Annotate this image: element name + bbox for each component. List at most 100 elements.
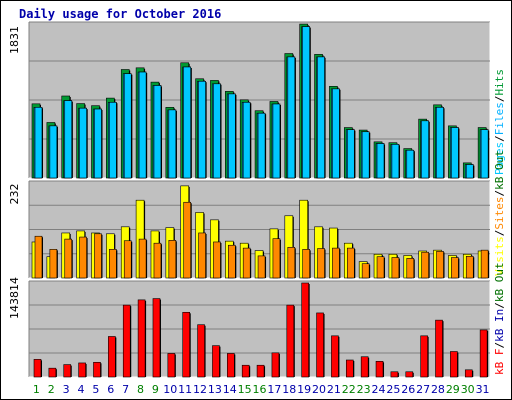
pages-bar bbox=[228, 93, 236, 179]
x-tick-label: 31 bbox=[476, 383, 490, 396]
x-tick-label: 25 bbox=[386, 383, 400, 396]
sites-bar bbox=[109, 249, 117, 279]
kbf-bar bbox=[331, 335, 339, 378]
pages-bar bbox=[480, 129, 489, 179]
sites-bar bbox=[346, 247, 355, 279]
kbf-bar bbox=[301, 282, 309, 378]
x-tick-label: 24 bbox=[371, 383, 385, 396]
legend-entry: kB In bbox=[493, 309, 506, 342]
legend-entry: / bbox=[493, 190, 506, 197]
x-tick-label: 2 bbox=[48, 383, 55, 396]
pages-bar bbox=[109, 102, 117, 179]
kbf-bar bbox=[435, 319, 443, 378]
pages-bar bbox=[138, 71, 147, 179]
sites-bar bbox=[287, 246, 296, 279]
legend-entry: Sites bbox=[493, 197, 506, 230]
legend-entry: / bbox=[493, 230, 506, 237]
pages-bar bbox=[391, 144, 400, 179]
kbf-bar bbox=[212, 345, 220, 378]
pages-bar bbox=[317, 56, 325, 179]
pages-bar bbox=[376, 143, 385, 179]
kbf-bar bbox=[450, 351, 458, 378]
x-tick-label: 16 bbox=[253, 383, 267, 396]
legend-entry: kB Out bbox=[493, 262, 506, 302]
x-tick-label: 28 bbox=[431, 383, 445, 396]
pages-bar bbox=[64, 100, 73, 179]
kbf-bar bbox=[197, 324, 205, 378]
sites-bar bbox=[64, 238, 73, 279]
sites-bar bbox=[257, 255, 266, 279]
x-tick-label: 10 bbox=[163, 383, 177, 396]
x-tick-label: 7 bbox=[122, 383, 129, 396]
sites-bar bbox=[391, 257, 400, 279]
kbf-bar bbox=[48, 367, 57, 378]
kbf-bar bbox=[464, 369, 473, 378]
legend-entry: / bbox=[493, 302, 506, 309]
kbf-bar bbox=[33, 359, 42, 378]
kbf-bar bbox=[63, 364, 72, 378]
pages-bar bbox=[465, 164, 474, 179]
pages-bar bbox=[332, 88, 340, 179]
pages-bar bbox=[49, 125, 58, 179]
x-tick-label: 13 bbox=[208, 383, 222, 396]
legend-entry: Pages bbox=[493, 142, 506, 175]
kbf-bar bbox=[345, 359, 354, 378]
sites-bar bbox=[153, 242, 162, 279]
pages-bar bbox=[257, 112, 266, 179]
chart-title: Daily usage for October 2016 bbox=[19, 7, 222, 21]
sites-bar bbox=[302, 249, 310, 279]
legend-entry: / bbox=[493, 135, 506, 142]
sites-bar bbox=[317, 248, 325, 279]
pages-bar bbox=[287, 56, 296, 179]
x-tick-label: 18 bbox=[282, 383, 296, 396]
x-tick-label: 1 bbox=[33, 383, 40, 396]
legend-entry: Visits bbox=[493, 236, 506, 276]
sites-bar bbox=[198, 232, 206, 279]
kbf-bar bbox=[93, 361, 101, 378]
pages-bar bbox=[198, 80, 206, 179]
pages-bar bbox=[272, 103, 281, 179]
sites-bar bbox=[421, 251, 429, 279]
x-tick-label: 12 bbox=[193, 383, 207, 396]
legend-label: Pages/Files/Hits bbox=[493, 69, 506, 175]
legend-entry: / bbox=[493, 342, 506, 349]
kbf-bar bbox=[122, 304, 131, 378]
x-tick-label: 27 bbox=[416, 383, 430, 396]
pages-bar bbox=[346, 129, 355, 179]
kbf-bar bbox=[78, 362, 86, 378]
x-tick-label: 15 bbox=[238, 383, 252, 396]
pages-bar bbox=[421, 120, 429, 179]
x-tick-label: 6 bbox=[107, 383, 114, 396]
pages-bar bbox=[242, 102, 251, 179]
kbf-bar bbox=[390, 371, 399, 378]
legend-entry: kB Out bbox=[493, 150, 506, 190]
sites-bar bbox=[436, 251, 444, 279]
pages-bar bbox=[213, 83, 221, 179]
x-tick-label: 17 bbox=[267, 383, 281, 396]
kbf-bar bbox=[256, 364, 265, 378]
kbf-bar bbox=[108, 336, 116, 378]
sites-bar bbox=[332, 247, 340, 279]
kbf-bar bbox=[167, 353, 176, 378]
pages-bar bbox=[168, 109, 177, 179]
pages-bar bbox=[183, 66, 192, 179]
pages-bar bbox=[361, 131, 370, 179]
y-max-label: 143814 bbox=[8, 277, 21, 319]
pages-bar bbox=[436, 107, 444, 179]
sites-bar bbox=[242, 247, 251, 279]
x-tick-label: 23 bbox=[357, 383, 371, 396]
x-tick-label: 22 bbox=[342, 383, 356, 396]
kbf-bar bbox=[375, 361, 384, 378]
y-max-label: 1831 bbox=[8, 26, 21, 54]
sites-bar bbox=[361, 263, 370, 279]
kbf-bar bbox=[182, 311, 191, 378]
pages-bar bbox=[34, 107, 43, 179]
sites-bar bbox=[480, 249, 489, 279]
kbf-bar bbox=[227, 353, 235, 378]
sites-bar bbox=[94, 233, 102, 279]
sites-bar bbox=[451, 257, 459, 279]
x-tick-label: 8 bbox=[137, 383, 144, 396]
sites-bar bbox=[228, 244, 236, 279]
sites-bar bbox=[79, 236, 87, 279]
